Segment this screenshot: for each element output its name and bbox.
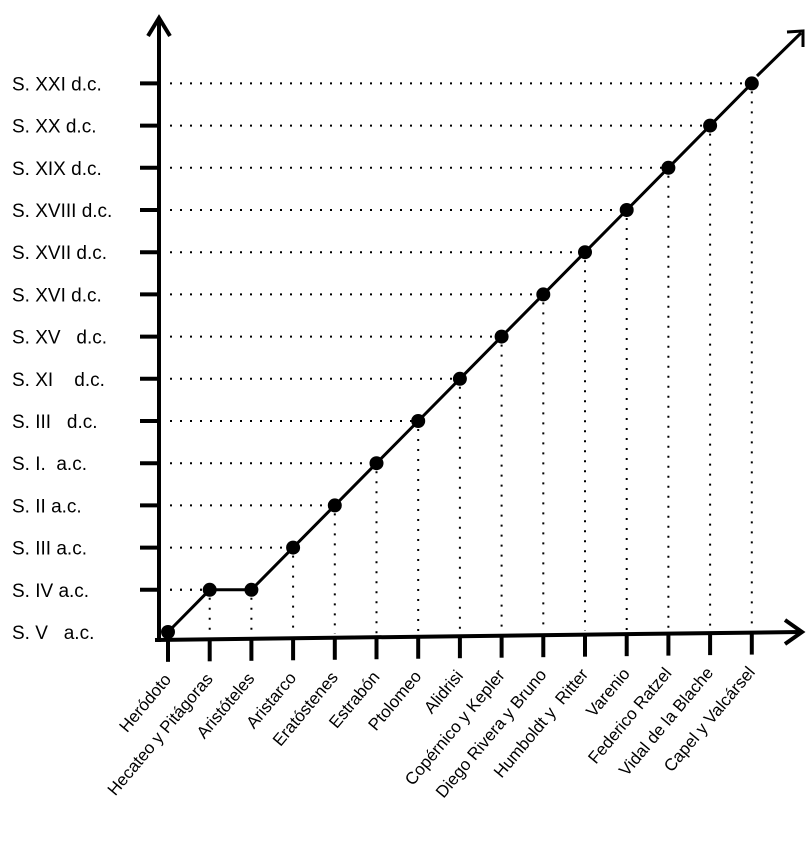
data-point [286, 540, 301, 555]
data-points [161, 76, 759, 639]
y-tick-label: S. III a.c. [12, 539, 87, 560]
y-tick-label: S. I. a.c. [12, 454, 87, 475]
y-tick-label: S. XV d.c. [12, 328, 107, 349]
trend-arrowhead [786, 29, 805, 47]
data-point [703, 118, 718, 133]
x-ticks [166, 632, 754, 662]
y-tick-label: S. V a.c. [12, 623, 94, 644]
y-axis-arrowhead [146, 14, 172, 38]
x-axis-arrowhead [783, 618, 806, 646]
guide-lines [170, 82, 753, 636]
data-point [619, 203, 634, 217]
data-point [411, 414, 426, 428]
data-point [327, 498, 342, 513]
y-tick-labels: S. V a.c. S. IV a.c. S. III a.c. S. II a.c.… [12, 74, 112, 644]
axes [146, 14, 806, 646]
data-point [202, 582, 217, 597]
y-tick-label: S. XVI d.c. [12, 285, 102, 306]
y-ticks [140, 81, 159, 592]
data-point [369, 456, 384, 471]
data-point [494, 329, 509, 344]
y-tick-label: S. IV a.c. [12, 581, 89, 602]
data-point [161, 625, 175, 639]
data-point [578, 245, 592, 260]
x-axis [154, 630, 801, 642]
y-tick-label: S. XXI d.c. [12, 74, 102, 95]
y-tick-label: S. II a.c. [12, 496, 82, 517]
y-tick-label: S. XVII d.c. [12, 243, 107, 264]
data-point [244, 582, 259, 597]
data-point [452, 371, 467, 386]
data-point [536, 287, 551, 302]
y-tick-label: S. XVIII d.c. [12, 201, 112, 222]
data-point [744, 76, 759, 91]
y-tick-label: S. XI d.c. [12, 370, 105, 391]
data-point [661, 160, 676, 175]
trend-arrow-line [755, 31, 803, 78]
y-tick-label: S. XX d.c. [12, 117, 96, 138]
y-tick-label: S. XIX d.c. [12, 159, 102, 180]
y-tick-label: S. III d.c. [12, 412, 98, 433]
